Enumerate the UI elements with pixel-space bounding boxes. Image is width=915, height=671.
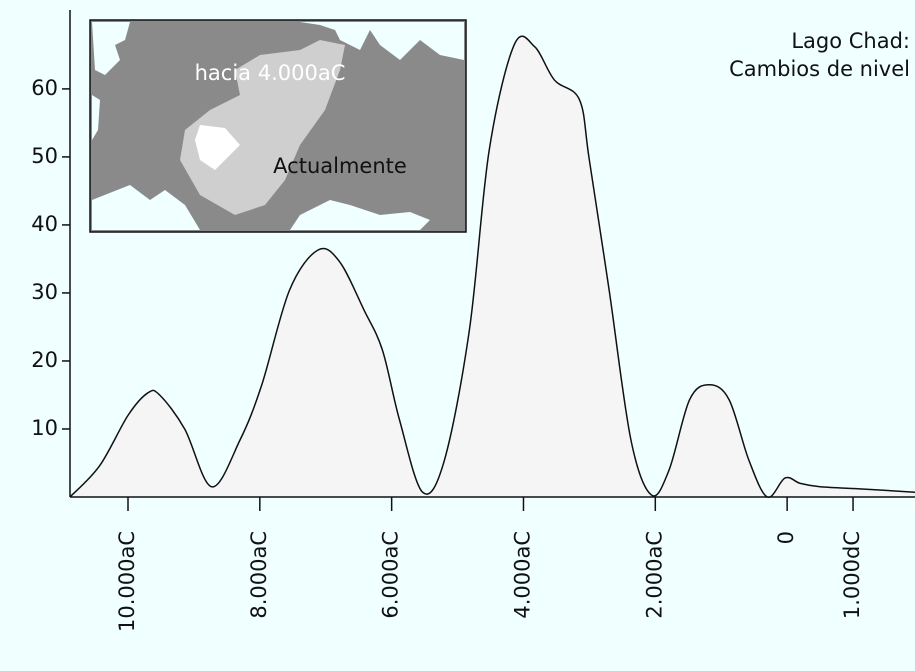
y-tick-label: 10 bbox=[31, 416, 58, 440]
inset-land bbox=[92, 185, 430, 230]
y-tick-label: 60 bbox=[31, 76, 58, 100]
y-tick-label: 30 bbox=[31, 280, 58, 304]
y-tick-label: 50 bbox=[31, 144, 58, 168]
x-tick-label: 4.000aC bbox=[510, 531, 534, 619]
inset-land bbox=[92, 22, 130, 140]
chart-title: Lago Chad: bbox=[791, 29, 910, 53]
area-fill bbox=[70, 36, 915, 498]
inset-land bbox=[300, 22, 464, 60]
chart-subtitle: Cambios de nivel bbox=[729, 57, 910, 81]
annotation: hacia 4.000aC bbox=[195, 61, 346, 85]
x-tick-label: 1.000dC bbox=[840, 531, 864, 619]
x-tick-label: 6.000aC bbox=[379, 531, 403, 619]
inset-lake bbox=[180, 40, 345, 215]
annotation: Actualmente bbox=[273, 154, 407, 178]
line bbox=[69, 35, 915, 498]
x-tick-label: 0 bbox=[774, 531, 798, 544]
inset-lake-current bbox=[195, 125, 240, 170]
inset-map: hacia 4.000aC Actualmente bbox=[89, 19, 467, 233]
x-tick-label: 10.000aC bbox=[115, 531, 139, 632]
y-tick-label: 40 bbox=[31, 212, 58, 236]
x-tick-label: 2.000aC bbox=[642, 531, 666, 619]
y-tick-label: 20 bbox=[31, 348, 58, 372]
x-tick-label: 8.000aC bbox=[247, 531, 271, 619]
